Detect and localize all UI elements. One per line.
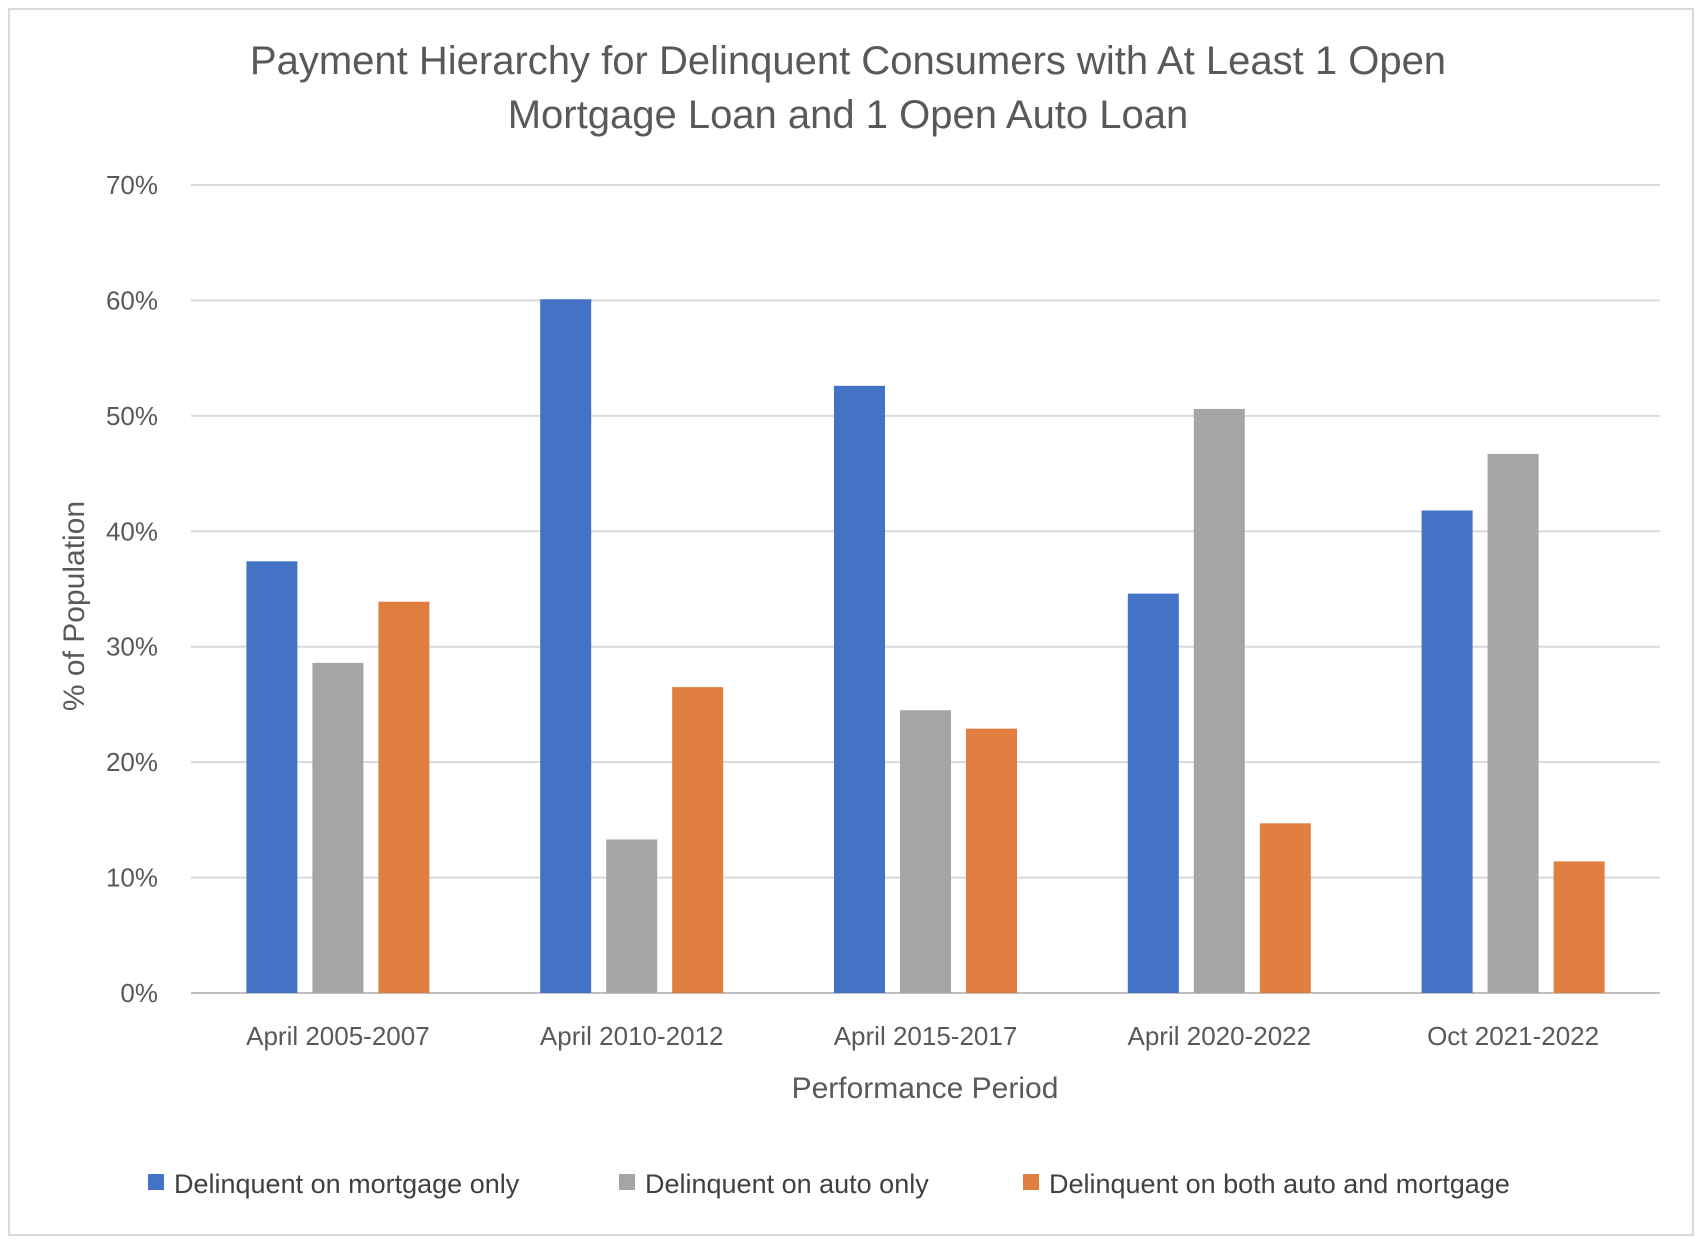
bar-4-series-1 [1127, 593, 1179, 993]
x-tick-label: April 2015-2017 [834, 1021, 1018, 1051]
bar-5-series-3 [1553, 861, 1605, 993]
x-tick-label: Oct 2021-2022 [1427, 1021, 1599, 1051]
legend: Delinquent on mortgage only Delinquent on… [148, 1169, 1510, 1199]
bar-4-series-3 [1259, 823, 1311, 993]
y-tick-label: 20% [106, 747, 158, 777]
bars [246, 299, 1605, 994]
y-tick-label: 40% [106, 516, 158, 546]
legend-swatch-2 [619, 1174, 635, 1190]
bar-3-series-3 [966, 728, 1017, 993]
y-tick-label: 10% [106, 863, 158, 893]
bar-4-series-2 [1193, 408, 1245, 994]
bar-2-series-3 [672, 687, 724, 993]
y-axis-title: % of Population [58, 501, 91, 711]
x-axis-title: Performance Period [792, 1072, 1059, 1105]
chart-title-line-1: Payment Hierarchy for Delinquent Consume… [250, 39, 1446, 83]
y-tick-label: 60% [106, 285, 158, 315]
y-axis-ticks: 0% 10% 20% 30% 40% 50% 60% 70% [106, 170, 158, 1008]
y-tick-label: 50% [106, 401, 158, 431]
x-tick-label: April 2020-2022 [1128, 1021, 1312, 1051]
y-tick-label: 30% [106, 632, 158, 662]
bar-5-series-2 [1487, 453, 1539, 993]
legend-label-2: Delinquent on auto only [645, 1169, 929, 1199]
legend-label-1: Delinquent on mortgage only [174, 1169, 520, 1199]
bar-5-series-1 [1421, 510, 1473, 993]
y-tick-label: 70% [106, 170, 158, 200]
bar-2-series-1 [540, 299, 592, 993]
y-tick-label: 0% [120, 978, 158, 1008]
legend-swatch-3 [1023, 1174, 1039, 1190]
legend-label-3: Delinquent on both auto and mortgage [1049, 1169, 1510, 1199]
legend-swatch-1 [148, 1174, 164, 1190]
x-tick-label: April 2005-2007 [246, 1021, 430, 1051]
chart-title-line-2: Mortgage Loan and 1 Open Auto Loan [508, 93, 1189, 137]
bar-3-series-1 [834, 385, 885, 993]
bar-3-series-2 [900, 710, 951, 993]
bar-1-series-2 [312, 662, 364, 993]
x-axis-ticks: April 2005-2007 April 2010-2012 April 2015… [246, 1021, 1599, 1051]
bar-1-series-1 [246, 561, 298, 993]
bar-2-series-2 [606, 839, 658, 993]
x-tick-label: April 2010-2012 [540, 1021, 724, 1051]
bar-1-series-3 [378, 601, 430, 993]
